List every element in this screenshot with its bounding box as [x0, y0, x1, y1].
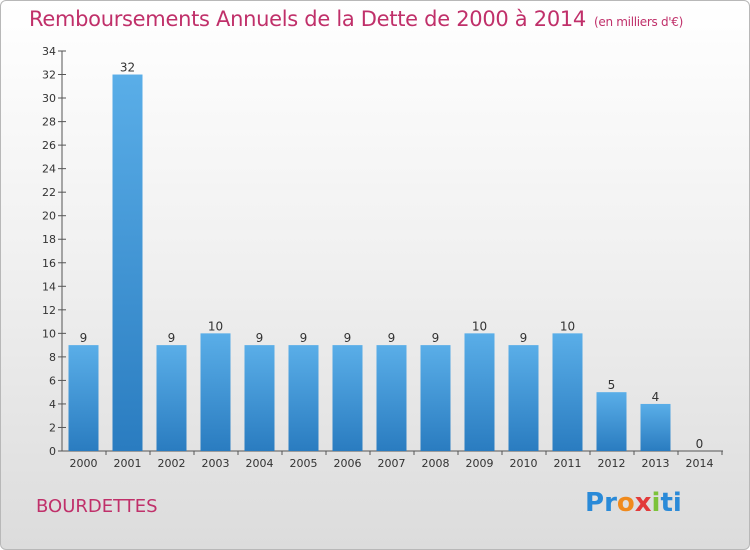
y-tick-label: 34 — [42, 45, 56, 58]
bar — [156, 345, 187, 451]
x-tick-label: 2000 — [70, 457, 98, 470]
bar-value-label: 10 — [208, 319, 223, 333]
chart-unit: (en milliers d'€) — [594, 15, 684, 29]
x-tick-label: 2004 — [246, 457, 274, 470]
chart-title: Remboursements Annuels de la Dette de 20… — [29, 7, 683, 31]
y-tick-label: 14 — [42, 280, 56, 293]
bar — [640, 403, 671, 451]
x-tick-label: 2012 — [598, 457, 626, 470]
bar-value-label: 9 — [300, 331, 308, 345]
bar-value-label: 9 — [432, 331, 440, 345]
x-tick-label: 2010 — [510, 457, 538, 470]
y-tick-label: 4 — [49, 398, 56, 411]
bar-value-label: 10 — [560, 319, 575, 333]
y-tick-label: 32 — [42, 69, 56, 82]
y-tick-label: 0 — [49, 445, 56, 458]
bar — [552, 333, 583, 451]
y-tick-label: 18 — [42, 233, 56, 246]
bar-value-label: 9 — [168, 331, 176, 345]
bar — [420, 345, 451, 451]
y-tick-label: 10 — [42, 327, 56, 340]
y-tick-label: 30 — [42, 92, 56, 105]
x-tick-label: 2002 — [158, 457, 186, 470]
bar — [68, 345, 99, 451]
y-tick-label: 6 — [49, 374, 56, 387]
x-tick-label: 2011 — [554, 457, 582, 470]
bar-value-label: 9 — [388, 331, 396, 345]
y-tick-label: 24 — [42, 163, 56, 176]
y-tick-label: 2 — [49, 421, 56, 434]
bar — [288, 345, 319, 451]
bar — [112, 74, 143, 451]
bar-value-label: 10 — [472, 319, 487, 333]
bar-value-label: 5 — [608, 378, 616, 392]
bar-value-label: 0 — [696, 437, 704, 451]
commune-name: BOURDETTES — [36, 496, 158, 517]
y-tick-label: 22 — [42, 186, 56, 199]
bar — [464, 333, 495, 451]
bar-value-label: 9 — [344, 331, 352, 345]
x-tick-label: 2014 — [686, 457, 714, 470]
y-tick-label: 26 — [42, 139, 56, 152]
y-tick-label: 16 — [42, 257, 56, 270]
bar — [200, 333, 231, 451]
x-tick-label: 2006 — [334, 457, 362, 470]
x-tick-label: 2001 — [114, 457, 142, 470]
y-tick-label: 28 — [42, 116, 56, 129]
bar-value-label: 9 — [256, 331, 264, 345]
chart-title-text: Remboursements Annuels de la Dette de 20… — [29, 7, 586, 31]
chart-bars: 9 32 9 10 9 9 9 9 9 10 9 10 5 4 0 — [68, 61, 704, 451]
bar — [376, 345, 407, 451]
bar — [332, 345, 363, 451]
y-tick-label: 12 — [42, 304, 56, 317]
bar — [596, 392, 627, 451]
bar-value-label: 9 — [520, 331, 528, 345]
y-tick-label: 8 — [49, 351, 56, 364]
bar-value-label: 32 — [120, 61, 135, 75]
bar-value-label: 9 — [80, 331, 88, 345]
x-tick-label: 2013 — [642, 457, 670, 470]
proxiti-logo: Proxiti — [585, 488, 682, 518]
x-tick-label: 2005 — [290, 457, 318, 470]
x-tick-label: 2008 — [422, 457, 450, 470]
x-tick-label: 2007 — [378, 457, 406, 470]
x-tick-label: 2003 — [202, 457, 230, 470]
x-tick-label: 2009 — [466, 457, 494, 470]
bar — [244, 345, 275, 451]
bar-value-label: 4 — [652, 390, 660, 404]
y-tick-label: 20 — [42, 210, 56, 223]
bar — [508, 345, 539, 451]
